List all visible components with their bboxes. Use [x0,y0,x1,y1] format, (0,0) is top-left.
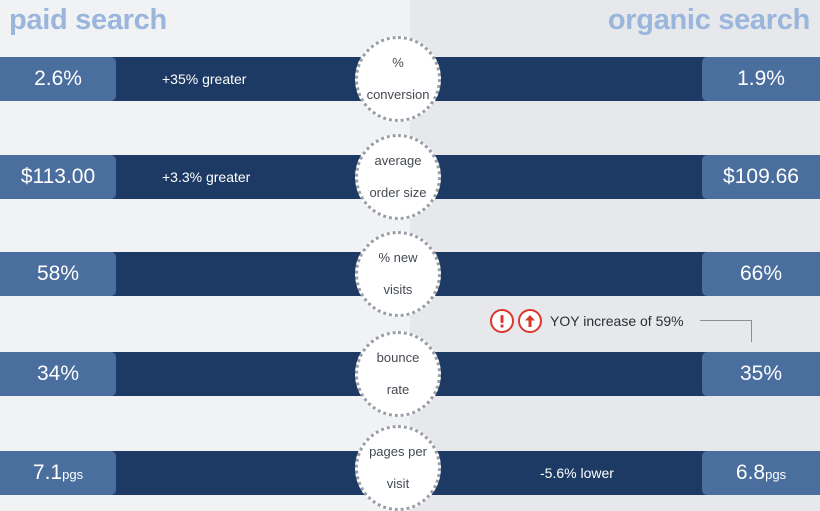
metric-label-line2: conversion [366,87,430,102]
annotation-leader-line [700,320,752,342]
metric-circle-conversion: % conversion [355,36,441,122]
metric-label-line2: visit [386,476,410,491]
metric-circle-order-size: average order size [355,134,441,220]
organic-search-header: organic search [607,4,810,36]
paid-value: 2.6% [0,57,116,101]
organic-value: 66% [702,252,820,296]
organic-value: 1.9% [702,57,820,101]
metric-label-line1: bounce [376,350,420,365]
metric-circle-bounce-rate: bounce rate [355,331,441,417]
metric-circle-new-visits: % new visits [355,231,441,317]
comparison-note: -5.6% lower [540,465,614,481]
arrow-up-icon [518,309,542,333]
paid-value: 58% [0,252,116,296]
metric-label-line1: % new [378,250,418,265]
paid-unit: pgs [62,467,84,482]
paid-search-header: paid search [9,4,167,36]
organic-value: $109.66 [702,155,820,199]
comparison-note: +3.3% greater [162,169,251,185]
metric-label-line2: order size [369,185,427,200]
organic-value: 6.8pgs [702,451,820,495]
paid-value: 7.1pgs [0,451,116,495]
yoy-annotation: YOY increase of 59% [490,307,684,335]
metric-label-line1: average [374,153,422,168]
organic-value: 35% [702,352,820,396]
metric-label-line1: % [392,55,404,70]
paid-value: 34% [0,352,116,396]
metric-label-line2: rate [386,382,410,397]
exclamation-icon [490,309,514,333]
organic-number: 6.8 [735,461,766,484]
paid-number: 7.1 [32,461,63,484]
comparison-note: +35% greater [162,71,247,87]
organic-unit: pgs [765,467,787,482]
metric-circle-pages-per-visit: pages per visit [355,425,441,511]
metric-label-line2: visits [383,282,413,297]
paid-value: $113.00 [0,155,116,199]
yoy-annotation-text: YOY increase of 59% [550,313,684,329]
metric-label-line1: pages per [369,444,427,459]
